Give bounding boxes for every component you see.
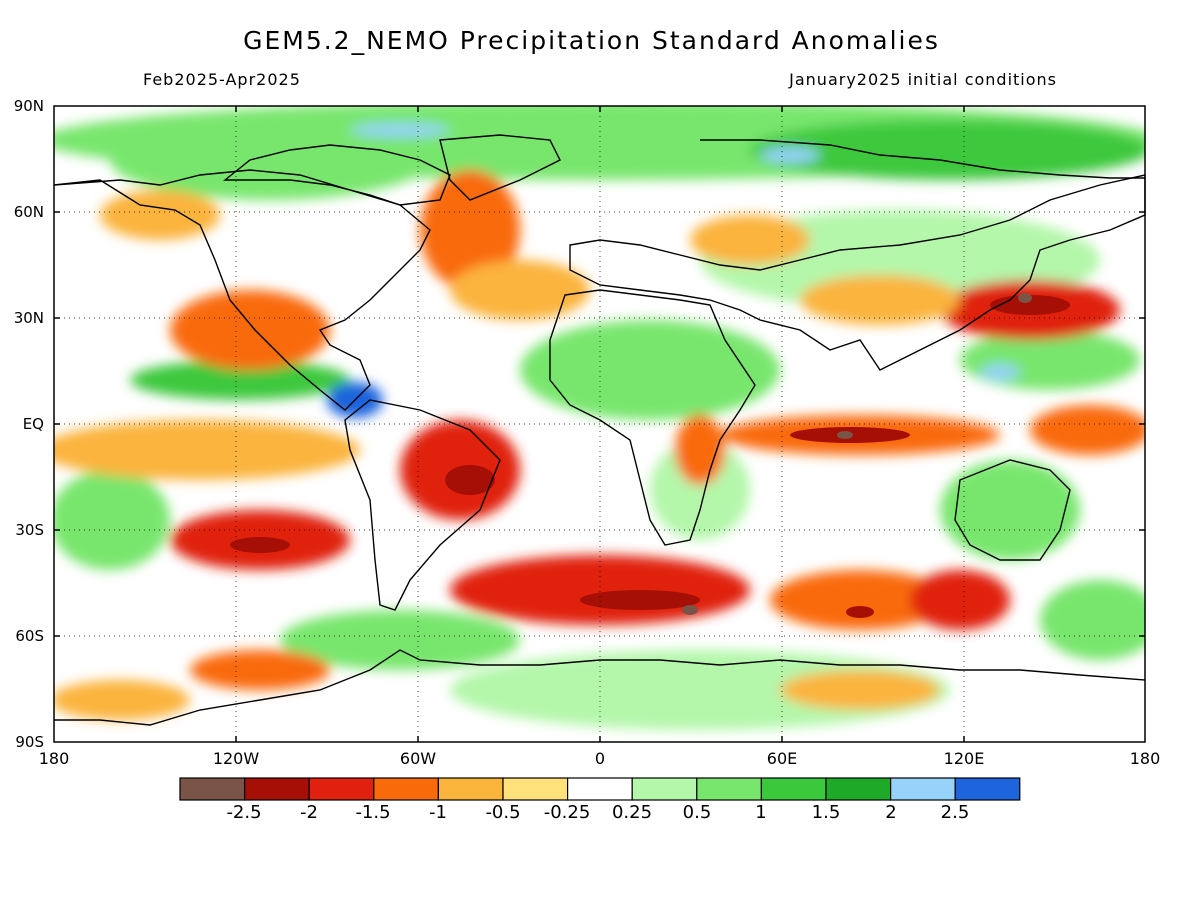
legend-label: 0.5 [682,802,712,823]
lat-label-90s: 90S [15,733,44,751]
legend-label: 0.25 [611,802,653,823]
legend-swatch [566,777,633,801]
initial-conditions-note: January2025 initial conditions [789,70,1057,89]
lat-label-90n: 90N [13,97,44,115]
legend-swatch [954,777,1021,801]
lat-label-60s: 60S [15,627,44,645]
coastlines [53,134,1146,726]
legend-swatch [502,777,569,801]
lat-label-eq: EQ [22,415,44,433]
legend-swatch [308,777,375,801]
lat-label-30s: 30S [15,521,44,539]
lat-label-60n: 60N [13,203,44,221]
legend-label: 2 [885,802,897,823]
map-title: GEM5.2_NEMO Precipitation Standard Anoma… [243,26,940,55]
lon-label-180w: 180 [38,749,70,768]
legend-swatch [437,777,504,801]
lon-label-0: 0 [594,749,606,768]
legend-swatch [373,777,439,801]
lon-label-120w: 120W [212,749,260,768]
legend-label: -1 [429,802,447,823]
legend-label: -0.25 [543,802,591,823]
forecast-period: Feb2025-Apr2025 [143,70,301,89]
legend-swatch [244,777,310,801]
lon-label-120e: 120E [943,749,985,768]
legend-swatch [760,777,827,801]
lon-label-60e: 60E [766,749,798,768]
legend-label: 1.5 [811,802,841,823]
legend-swatch [825,777,892,801]
color-legend [179,777,1021,801]
legend-label: 1 [755,802,767,823]
graticule [54,106,1145,742]
lon-label-180e: 180 [1129,749,1161,768]
legend-label: -0.5 [485,802,521,823]
legend-swatch [631,777,698,801]
legend-label: -2.5 [226,802,262,823]
legend-label: -2 [300,802,318,823]
legend-label: 2.5 [940,802,970,823]
axis-ticks [54,106,1145,742]
lat-label-30n: 30N [13,309,44,327]
legend-swatch [889,777,956,801]
legend-label: -1.5 [355,802,391,823]
legend-swatch [179,777,246,801]
anomaly-field [54,106,1145,742]
lon-label-60w: 60W [399,749,437,768]
legend-swatch [696,777,762,801]
